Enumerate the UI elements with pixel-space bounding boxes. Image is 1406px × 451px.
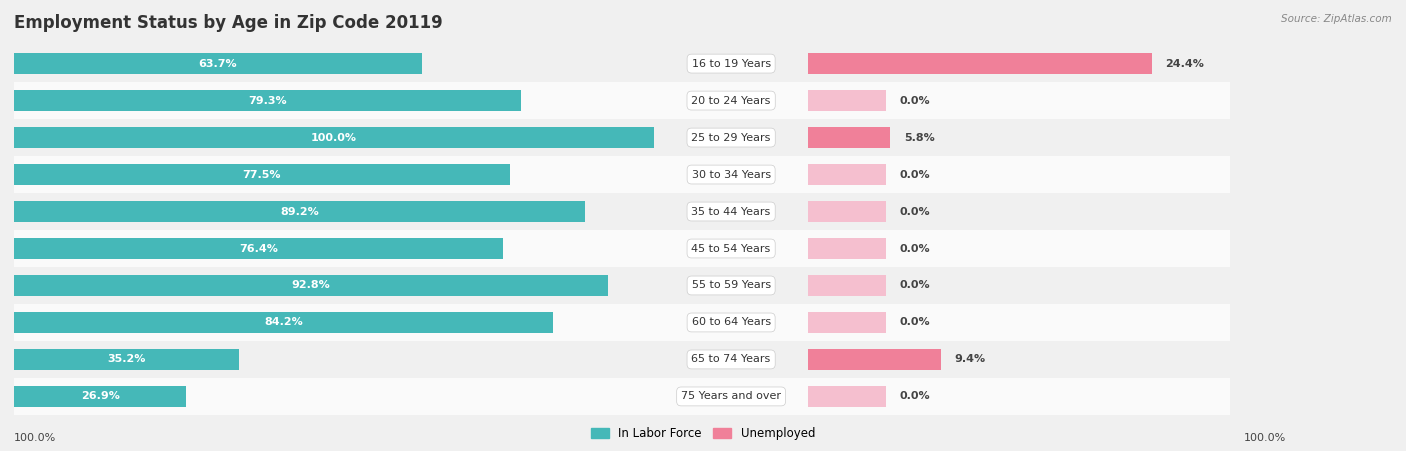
Bar	[654, 82, 808, 119]
Bar	[738, 193, 1406, 230]
Bar	[808, 238, 886, 259]
Bar	[654, 119, 808, 156]
Text: 25 to 29 Years: 25 to 29 Years	[692, 133, 770, 143]
Bar	[808, 53, 1152, 74]
Bar	[14, 378, 1294, 415]
Bar	[14, 349, 239, 370]
Text: 100.0%: 100.0%	[1244, 433, 1286, 443]
Text: 35 to 44 Years: 35 to 44 Years	[692, 207, 770, 216]
Text: 65 to 74 Years: 65 to 74 Years	[692, 354, 770, 364]
Bar	[14, 275, 607, 296]
Bar	[654, 304, 808, 341]
Bar	[14, 156, 1294, 193]
Text: 20 to 24 Years: 20 to 24 Years	[692, 96, 770, 106]
Text: 0.0%: 0.0%	[900, 391, 931, 401]
Bar	[14, 164, 510, 185]
Bar	[14, 119, 1294, 156]
Text: 75 Years and over: 75 Years and over	[681, 391, 782, 401]
Bar	[14, 267, 1294, 304]
Text: 100.0%: 100.0%	[311, 133, 357, 143]
Bar	[738, 267, 1406, 304]
Text: 60 to 64 Years: 60 to 64 Years	[692, 318, 770, 327]
Legend: In Labor Force, Unemployed: In Labor Force, Unemployed	[586, 423, 820, 445]
Text: Source: ZipAtlas.com: Source: ZipAtlas.com	[1281, 14, 1392, 23]
Bar	[738, 230, 1406, 267]
Bar	[738, 341, 1406, 378]
Text: 0.0%: 0.0%	[900, 96, 931, 106]
Bar	[14, 82, 1294, 119]
Bar	[654, 45, 808, 82]
Text: 26.9%: 26.9%	[80, 391, 120, 401]
Text: 0.0%: 0.0%	[900, 170, 931, 179]
Bar	[738, 119, 1406, 156]
Bar	[14, 238, 503, 259]
Text: 35.2%: 35.2%	[107, 354, 146, 364]
Bar	[14, 312, 553, 333]
Text: 77.5%: 77.5%	[243, 170, 281, 179]
Text: 0.0%: 0.0%	[900, 281, 931, 290]
Bar	[654, 193, 808, 230]
Text: 84.2%: 84.2%	[264, 318, 302, 327]
Text: 0.0%: 0.0%	[900, 318, 931, 327]
Text: 55 to 59 Years: 55 to 59 Years	[692, 281, 770, 290]
Bar	[808, 275, 886, 296]
Bar	[14, 127, 654, 148]
Text: 9.4%: 9.4%	[955, 354, 986, 364]
Text: 100.0%: 100.0%	[14, 433, 56, 443]
Bar	[14, 341, 1294, 378]
Text: 89.2%: 89.2%	[280, 207, 319, 216]
Text: 24.4%: 24.4%	[1166, 59, 1205, 69]
Text: 0.0%: 0.0%	[900, 244, 931, 253]
Text: 5.8%: 5.8%	[904, 133, 935, 143]
Bar	[14, 304, 1294, 341]
Bar	[14, 90, 522, 111]
Bar	[14, 201, 585, 222]
Text: 63.7%: 63.7%	[198, 59, 238, 69]
Bar	[738, 378, 1406, 415]
Bar	[654, 267, 808, 304]
Bar	[808, 201, 886, 222]
Bar	[738, 156, 1406, 193]
Bar	[654, 341, 808, 378]
Bar	[14, 230, 1294, 267]
Bar	[654, 156, 808, 193]
Text: Employment Status by Age in Zip Code 20119: Employment Status by Age in Zip Code 201…	[14, 14, 443, 32]
Bar	[738, 82, 1406, 119]
Bar	[738, 304, 1406, 341]
Bar	[808, 386, 886, 407]
Bar	[808, 90, 886, 111]
Text: 79.3%: 79.3%	[249, 96, 287, 106]
Text: 0.0%: 0.0%	[900, 207, 931, 216]
Bar	[14, 386, 186, 407]
Bar	[14, 45, 1294, 82]
Text: 92.8%: 92.8%	[291, 281, 330, 290]
Bar	[14, 193, 1294, 230]
Bar	[654, 230, 808, 267]
Bar	[808, 164, 886, 185]
Bar	[738, 45, 1406, 82]
Bar	[808, 312, 886, 333]
Bar	[808, 127, 890, 148]
Text: 45 to 54 Years: 45 to 54 Years	[692, 244, 770, 253]
Text: 16 to 19 Years: 16 to 19 Years	[692, 59, 770, 69]
Bar	[808, 349, 941, 370]
Text: 30 to 34 Years: 30 to 34 Years	[692, 170, 770, 179]
Bar	[14, 53, 422, 74]
Bar	[654, 378, 808, 415]
Text: 76.4%: 76.4%	[239, 244, 278, 253]
